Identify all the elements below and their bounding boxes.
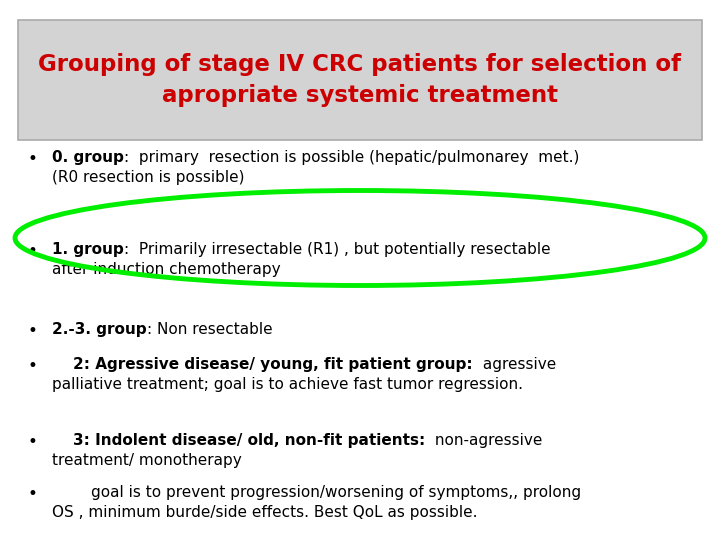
- Text: •: •: [28, 357, 38, 375]
- Text: treatment/ monotherapy: treatment/ monotherapy: [52, 454, 242, 468]
- Text: goal is to prevent progression/worsening of symptoms,, prolong: goal is to prevent progression/worsening…: [52, 485, 581, 500]
- Text: 0. group: 0. group: [52, 150, 124, 165]
- Text: :  primary  resection is possible (hepatic/pulmonarey  met.): : primary resection is possible (hepatic…: [124, 150, 580, 165]
- Text: 2: Agressive disease/ young, fit patient group:: 2: Agressive disease/ young, fit patient…: [52, 357, 478, 372]
- Text: •: •: [28, 242, 38, 260]
- Text: •: •: [28, 485, 38, 503]
- Text: :  Primarily irresectable (R1) , but potentially resectable: : Primarily irresectable (R1) , but pote…: [124, 242, 550, 257]
- Text: non-agressive: non-agressive: [431, 433, 543, 448]
- Text: : Non resectable: : Non resectable: [147, 322, 272, 337]
- Text: 1. group: 1. group: [52, 242, 124, 257]
- Text: Grouping of stage IV CRC patients for selection of
apropriate systemic treatment: Grouping of stage IV CRC patients for se…: [38, 53, 682, 107]
- FancyBboxPatch shape: [18, 20, 702, 140]
- Text: (R0 resection is possible): (R0 resection is possible): [52, 170, 245, 185]
- Text: •: •: [28, 322, 38, 340]
- Text: after induction chemotherapy: after induction chemotherapy: [52, 262, 281, 278]
- Text: palliative treatment; goal is to achieve fast tumor regression.: palliative treatment; goal is to achieve…: [52, 377, 523, 393]
- Text: •: •: [28, 150, 38, 168]
- Text: OS , minimum burde/side effects. Best QoL as possible.: OS , minimum burde/side effects. Best Qo…: [52, 505, 477, 521]
- Text: agressive: agressive: [478, 357, 556, 372]
- Text: •: •: [28, 433, 38, 451]
- Text: 3: Indolent disease/ old, non-fit patients:: 3: Indolent disease/ old, non-fit patien…: [52, 433, 431, 448]
- Text: 2.-3. group: 2.-3. group: [52, 322, 147, 337]
